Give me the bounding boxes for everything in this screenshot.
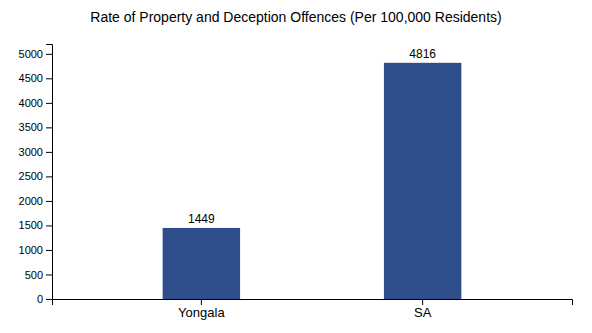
chart-svg: Rate of Property and Deception Offences … bbox=[0, 0, 592, 333]
bars bbox=[163, 63, 462, 299]
y-tick-label: 3000 bbox=[19, 146, 43, 158]
y-tick: 2000 bbox=[19, 195, 52, 207]
y-tick: 0 bbox=[37, 293, 52, 305]
y-tick-mark bbox=[46, 201, 52, 202]
plot-area: Yongala SA 0 500 1000 1500 2000 2500 3000 3500 400… bbox=[19, 45, 573, 321]
y-tick: 3000 bbox=[19, 146, 52, 158]
y-tick-mark bbox=[46, 274, 52, 275]
x-tick-mark bbox=[422, 299, 423, 305]
x-axis-line bbox=[53, 300, 573, 306]
y-tick-mark bbox=[46, 103, 52, 104]
y-tick-label: 4000 bbox=[19, 97, 43, 109]
y-tick: 3500 bbox=[19, 121, 52, 133]
y-tick: 2500 bbox=[19, 170, 52, 182]
y-tick-mark bbox=[46, 152, 52, 153]
chart-container: Rate of Property and Deception Offences … bbox=[0, 0, 592, 333]
y-tick: 1000 bbox=[19, 244, 52, 256]
data-label: 1449 bbox=[188, 212, 215, 226]
x-tick: SA bbox=[414, 299, 432, 320]
y-tick: 1500 bbox=[19, 219, 52, 231]
y-tick-label: 2000 bbox=[19, 195, 43, 207]
x-tick-label: Yongala bbox=[178, 305, 225, 320]
y-tick-mark bbox=[46, 127, 52, 128]
y-tick: 5000 bbox=[19, 48, 52, 60]
y-tick-mark bbox=[46, 78, 52, 79]
x-tick-label: SA bbox=[414, 305, 432, 320]
y-tick-mark bbox=[46, 54, 52, 55]
y-tick-label: 3500 bbox=[19, 121, 43, 133]
y-axis: 0 500 1000 1500 2000 2500 3000 3500 4000 4500 5000 bbox=[19, 45, 53, 306]
data-label: 4816 bbox=[409, 47, 436, 61]
y-tick: 500 bbox=[25, 269, 52, 281]
y-tick-label: 2500 bbox=[19, 170, 43, 182]
y-tick-label: 500 bbox=[25, 269, 43, 281]
x-axis: Yongala SA bbox=[53, 299, 573, 320]
y-axis-line bbox=[46, 45, 53, 300]
y-tick-mark bbox=[46, 176, 52, 177]
y-tick-label: 4500 bbox=[19, 72, 43, 84]
bar bbox=[384, 63, 461, 299]
x-tick-mark bbox=[201, 299, 202, 305]
chart-title: Rate of Property and Deception Offences … bbox=[90, 9, 501, 25]
y-tick: 4500 bbox=[19, 72, 52, 84]
y-tick: 4000 bbox=[19, 97, 52, 109]
y-tick-label: 0 bbox=[37, 293, 43, 305]
data-labels: 1449 4816 bbox=[188, 47, 436, 226]
y-tick-label: 5000 bbox=[19, 48, 43, 60]
y-tick-mark bbox=[46, 225, 52, 226]
y-tick-label: 1500 bbox=[19, 219, 43, 231]
y-tick-label: 1000 bbox=[19, 244, 43, 256]
bar bbox=[163, 228, 240, 299]
y-tick-mark bbox=[46, 250, 52, 251]
x-tick: Yongala bbox=[178, 299, 225, 320]
y-tick-mark bbox=[46, 299, 52, 300]
